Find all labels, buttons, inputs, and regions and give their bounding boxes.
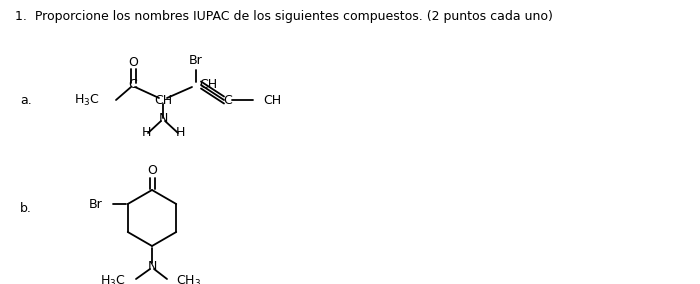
Text: $\mathregular{H_3C}$: $\mathregular{H_3C}$ — [100, 273, 126, 284]
Text: H: H — [175, 126, 185, 139]
Text: N: N — [147, 260, 157, 273]
Text: CH: CH — [263, 93, 281, 106]
Text: a.: a. — [20, 93, 32, 106]
Text: $\mathregular{CH_3}$: $\mathregular{CH_3}$ — [176, 273, 201, 284]
Text: Br: Br — [89, 197, 103, 210]
Text: N: N — [158, 112, 168, 124]
Text: Br: Br — [189, 55, 203, 68]
Text: 1.  Proporcione los nombres IUPAC de los siguientes compuestos. (2 puntos cada u: 1. Proporcione los nombres IUPAC de los … — [15, 10, 553, 23]
Text: O: O — [147, 164, 157, 176]
Text: C: C — [129, 78, 137, 91]
Text: b.: b. — [20, 202, 32, 214]
Text: $\mathregular{H_3C}$: $\mathregular{H_3C}$ — [74, 93, 100, 108]
Text: CH: CH — [154, 93, 172, 106]
Text: C: C — [223, 93, 232, 106]
Text: H: H — [141, 126, 150, 139]
Text: O: O — [128, 55, 138, 68]
Text: CH: CH — [199, 78, 217, 91]
